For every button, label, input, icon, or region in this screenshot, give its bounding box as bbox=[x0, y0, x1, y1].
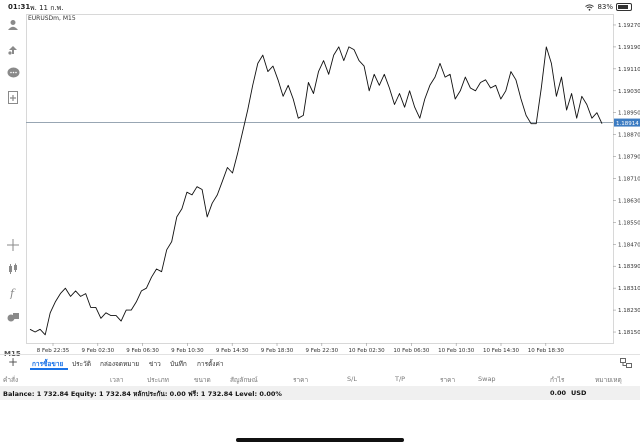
time-tick-label: 10 Feb 10:30 bbox=[438, 348, 475, 354]
total-profit: 0.00 bbox=[550, 389, 567, 397]
terminal-tabbar: + การซื้อขาย ประวัติ กล่องจดหมาย ข่าว บั… bbox=[0, 354, 640, 371]
col-profit: กำไร bbox=[550, 376, 565, 384]
tab-journal[interactable]: บันทึก bbox=[170, 360, 187, 368]
new-order-icon[interactable] bbox=[6, 90, 20, 104]
time-tick-label: 9 Feb 14:30 bbox=[216, 348, 249, 354]
price-tick-label: 1.18550 bbox=[618, 220, 640, 226]
price-tick-label: 1.19190 bbox=[618, 45, 640, 51]
tab-history[interactable]: ประวัติ bbox=[72, 360, 91, 368]
price-tick-label: 1.19270 bbox=[618, 23, 640, 29]
col-swap: Swap bbox=[478, 375, 496, 383]
time-tick-label: 10 Feb 06:30 bbox=[393, 348, 430, 354]
balance-text: Balance: 1 732.84 Equity: 1 732.84 หลักป… bbox=[3, 390, 282, 398]
col-sl: S/L bbox=[347, 375, 357, 383]
col-price-current: ราคา bbox=[440, 376, 456, 384]
price-tick-label: 1.18310 bbox=[618, 286, 640, 292]
col-order: คำสั่ง bbox=[3, 376, 19, 384]
plot-frame bbox=[26, 14, 614, 344]
layout-icon[interactable] bbox=[620, 358, 632, 370]
price-tick-label: 1.18470 bbox=[618, 242, 640, 248]
chart-toolbar: f M15 bbox=[0, 14, 26, 358]
battery-percent: 83% bbox=[597, 3, 613, 11]
time-tick-label: 9 Feb 02:30 bbox=[82, 348, 115, 354]
trade-table-header: คำสั่ง เวลา ประเภท ขนาด สัญลักษณ์ ราคา S… bbox=[0, 372, 640, 386]
col-type: ประเภท bbox=[147, 376, 169, 384]
status-time: 01:31 bbox=[8, 3, 31, 11]
battery-fill bbox=[618, 5, 628, 9]
tab-news[interactable]: ข่าว bbox=[149, 360, 161, 368]
objects-icon[interactable] bbox=[6, 310, 20, 324]
time-tick-label: 10 Feb 18:30 bbox=[528, 348, 565, 354]
time-tick-label: 9 Feb 10:30 bbox=[171, 348, 204, 354]
price-series-line bbox=[29, 46, 603, 336]
chat-icon[interactable] bbox=[6, 66, 20, 80]
price-tick-label: 1.18710 bbox=[618, 177, 640, 183]
active-tab-indicator bbox=[30, 368, 68, 370]
status-bar: 01:31 พ. 11 ก.พ. 83% bbox=[0, 0, 640, 14]
price-tick-label: 1.19110 bbox=[618, 67, 640, 73]
crosshair-icon[interactable] bbox=[6, 238, 20, 252]
time-tick-label: 9 Feb 22:30 bbox=[306, 348, 339, 354]
time-tick-label: 10 Feb 14:30 bbox=[483, 348, 520, 354]
tab-mailbox[interactable]: กล่องจดหมาย bbox=[100, 360, 140, 368]
home-indicator bbox=[236, 438, 404, 442]
price-tick-label: 1.18790 bbox=[618, 155, 640, 161]
price-tick-label: 1.18870 bbox=[618, 133, 640, 139]
tab-settings[interactable]: การตั้งค่า bbox=[197, 360, 224, 368]
chart-symbol-label: EURUSDm, M15 bbox=[28, 15, 76, 22]
indicator-icon[interactable]: f bbox=[6, 286, 20, 300]
user-icon[interactable] bbox=[6, 18, 20, 32]
price-tick-label: 1.18150 bbox=[618, 330, 640, 336]
current-price-badge bbox=[614, 118, 640, 127]
col-time: เวลา bbox=[110, 376, 124, 384]
time-tick-label: 9 Feb 06:30 bbox=[126, 348, 159, 354]
add-tab-button[interactable]: + bbox=[8, 355, 19, 369]
tab-trade[interactable]: การซื้อขาย bbox=[32, 360, 64, 368]
battery-icon bbox=[616, 3, 632, 11]
price-chart[interactable]: 1.19270 1.19190 1.19110 1.19030 1.18950 1.188… bbox=[26, 14, 640, 354]
price-tick-label: 1.18230 bbox=[618, 308, 640, 314]
price-tick-label: 1.18390 bbox=[618, 264, 640, 270]
balance-row: Balance: 1 732.84 Equity: 1 732.84 หลักป… bbox=[0, 386, 640, 400]
time-tick-label: 9 Feb 18:30 bbox=[261, 348, 294, 354]
svg-text:f: f bbox=[9, 287, 16, 299]
col-comment: หมายเหตุ bbox=[595, 376, 622, 384]
current-price-label: 1.18914 bbox=[616, 121, 639, 127]
account-currency: USD bbox=[571, 389, 587, 397]
price-tick-label: 1.18630 bbox=[618, 198, 640, 204]
col-price: ราคา bbox=[293, 376, 309, 384]
price-tick-label: 1.19030 bbox=[618, 89, 640, 95]
col-tp: T/P bbox=[395, 375, 406, 383]
price-tick-label: 1.18950 bbox=[618, 111, 640, 117]
wifi-icon bbox=[585, 3, 595, 11]
time-tick-label: 8 Feb 22:35 bbox=[37, 348, 70, 354]
time-tick-label: 10 Feb 02:30 bbox=[349, 348, 386, 354]
col-volume: ขนาด bbox=[194, 376, 211, 384]
status-date: พ. 11 ก.พ. bbox=[30, 4, 64, 12]
col-symbol: สัญลักษณ์ bbox=[230, 376, 258, 384]
status-right: 83% bbox=[585, 3, 632, 11]
market-watch-icon[interactable] bbox=[6, 42, 20, 56]
chart-type-icon[interactable] bbox=[6, 262, 20, 276]
